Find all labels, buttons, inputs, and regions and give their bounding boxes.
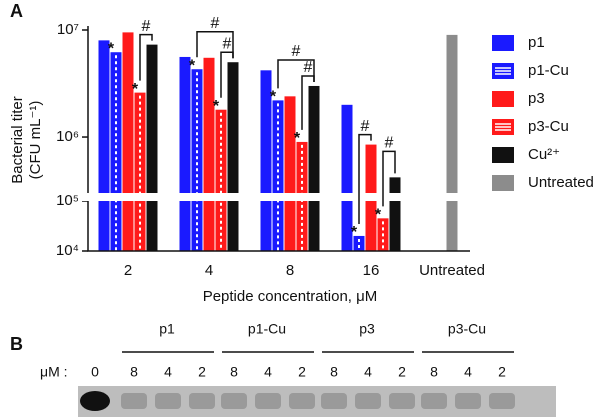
y-tick-label: 10⁶ <box>56 128 79 145</box>
gel-band <box>389 393 415 409</box>
x-tick-label: 2 <box>124 262 132 279</box>
significance-mark: * <box>351 224 358 241</box>
x-tick-label: 8 <box>286 262 294 279</box>
legend-label: p1-Cu <box>528 62 569 79</box>
lane-label: 4 <box>264 364 272 380</box>
bar <box>260 70 272 251</box>
legend-label: Untreated <box>528 174 594 191</box>
unit-label: μM : <box>40 364 68 380</box>
bracket-label: # <box>304 59 313 76</box>
gel-band <box>321 393 347 409</box>
bar <box>308 85 320 251</box>
legend-label: Cu²⁺ <box>528 146 560 163</box>
bar <box>191 69 203 251</box>
bar <box>203 57 215 251</box>
gel-band <box>355 393 381 409</box>
legend-swatch <box>492 35 514 51</box>
bracket <box>358 133 372 224</box>
bracket <box>382 150 396 207</box>
lane-label: 8 <box>230 364 238 380</box>
bracket-label: # <box>223 35 232 52</box>
bar <box>122 32 134 251</box>
x-tick-label: Untreated <box>419 262 485 279</box>
bar <box>446 34 458 251</box>
bar <box>179 56 191 251</box>
axis-break <box>78 193 472 201</box>
y-tick-label: 10⁴ <box>56 242 79 259</box>
bar <box>134 92 146 251</box>
significance-mark: * <box>108 40 115 57</box>
lane-label: 4 <box>464 364 472 380</box>
lane-label: 8 <box>130 364 138 380</box>
gel-band <box>189 393 215 409</box>
lane-label: 0 <box>91 364 99 380</box>
bracket <box>139 33 153 81</box>
x-axis-label: Peptide concentration, μM <box>203 288 378 305</box>
bracket-label: # <box>142 18 151 35</box>
y-tick-label: 10⁵ <box>56 192 79 209</box>
group-label: p1 <box>159 321 175 337</box>
lane-label: 4 <box>364 364 372 380</box>
x-tick-label: 4 <box>205 262 213 279</box>
bracket-label: # <box>385 135 394 152</box>
legend-label: p1 <box>528 34 545 51</box>
gel-strip <box>78 386 556 417</box>
lane-label: 8 <box>330 364 338 380</box>
bar <box>98 40 110 251</box>
x-tick-label: 16 <box>363 262 380 279</box>
panel-label: B <box>10 334 23 354</box>
bar <box>353 235 365 251</box>
significance-mark: * <box>270 89 277 106</box>
bar <box>341 104 353 251</box>
bracket <box>277 59 315 89</box>
bar <box>146 44 158 251</box>
bracket-label: # <box>292 43 301 60</box>
legend-swatch <box>492 175 514 191</box>
bar <box>284 96 296 251</box>
significance-mark: * <box>132 81 139 98</box>
significance-mark: * <box>189 57 196 74</box>
significance-mark: * <box>375 207 382 224</box>
gel-band <box>489 393 515 409</box>
legend-label: p3-Cu <box>528 118 569 135</box>
gel-band <box>155 393 181 409</box>
y-axis <box>87 26 470 252</box>
bracket <box>196 31 234 59</box>
gel-band <box>421 393 447 409</box>
lane-label: 2 <box>398 364 406 380</box>
panel-label: A <box>10 1 23 21</box>
legend-swatch <box>492 147 514 163</box>
bar <box>227 62 239 251</box>
bracket-label: # <box>211 15 220 32</box>
legend-swatch <box>492 91 514 107</box>
significance-mark: * <box>294 130 301 147</box>
gel-band <box>221 393 247 409</box>
gel-band <box>121 393 147 409</box>
lane-label: 4 <box>164 364 172 380</box>
gel-band <box>289 393 315 409</box>
gel-band <box>455 393 481 409</box>
lane-label: 2 <box>298 364 306 380</box>
y-tick-label: 10⁷ <box>57 21 79 38</box>
group-label: p3 <box>359 321 375 337</box>
gel-band <box>80 391 110 411</box>
significance-mark: * <box>213 98 220 115</box>
legend-label: p3 <box>528 90 545 107</box>
bar <box>389 177 401 251</box>
lane-label: 2 <box>198 364 206 380</box>
y-axis-label: (CFU mL⁻¹) <box>27 101 44 180</box>
gel-band <box>255 393 281 409</box>
group-label: p1-Cu <box>248 321 286 337</box>
lane-label: 8 <box>430 364 438 380</box>
lane-label: 2 <box>498 364 506 380</box>
group-label: p3-Cu <box>448 321 486 337</box>
bracket-label: # <box>361 118 370 135</box>
y-axis-label: Bacterial titer <box>9 96 26 184</box>
